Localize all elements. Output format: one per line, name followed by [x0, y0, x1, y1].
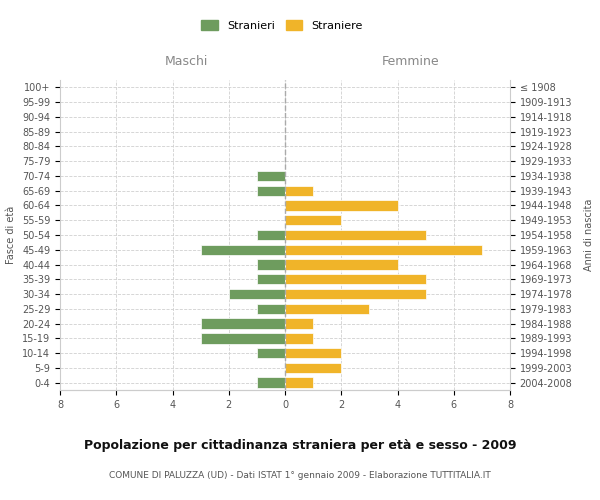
- Text: COMUNE DI PALUZZA (UD) - Dati ISTAT 1° gennaio 2009 - Elaborazione TUTTITALIA.IT: COMUNE DI PALUZZA (UD) - Dati ISTAT 1° g…: [109, 470, 491, 480]
- Bar: [285, 378, 313, 388]
- Text: Maschi: Maschi: [164, 54, 208, 68]
- Text: Popolazione per cittadinanza straniera per età e sesso - 2009: Popolazione per cittadinanza straniera p…: [84, 438, 516, 452]
- Bar: [285, 244, 482, 255]
- Y-axis label: Anni di nascita: Anni di nascita: [584, 199, 593, 271]
- Bar: [285, 289, 425, 299]
- Bar: [285, 318, 313, 328]
- Bar: [285, 215, 341, 226]
- Bar: [200, 318, 285, 328]
- Bar: [257, 274, 285, 284]
- Bar: [257, 260, 285, 270]
- Bar: [200, 333, 285, 344]
- Text: Femmine: Femmine: [382, 54, 440, 68]
- Bar: [285, 333, 313, 344]
- Legend: Stranieri, Straniere: Stranieri, Straniere: [197, 16, 367, 35]
- Bar: [285, 348, 341, 358]
- Bar: [200, 244, 285, 255]
- Bar: [257, 304, 285, 314]
- Bar: [285, 200, 398, 210]
- Bar: [285, 260, 398, 270]
- Bar: [285, 304, 370, 314]
- Bar: [285, 186, 313, 196]
- Bar: [257, 171, 285, 181]
- Bar: [285, 274, 425, 284]
- Bar: [257, 230, 285, 240]
- Bar: [257, 348, 285, 358]
- Y-axis label: Fasce di età: Fasce di età: [7, 206, 16, 264]
- Bar: [285, 230, 425, 240]
- Bar: [229, 289, 285, 299]
- Bar: [285, 362, 341, 373]
- Bar: [257, 186, 285, 196]
- Bar: [257, 378, 285, 388]
